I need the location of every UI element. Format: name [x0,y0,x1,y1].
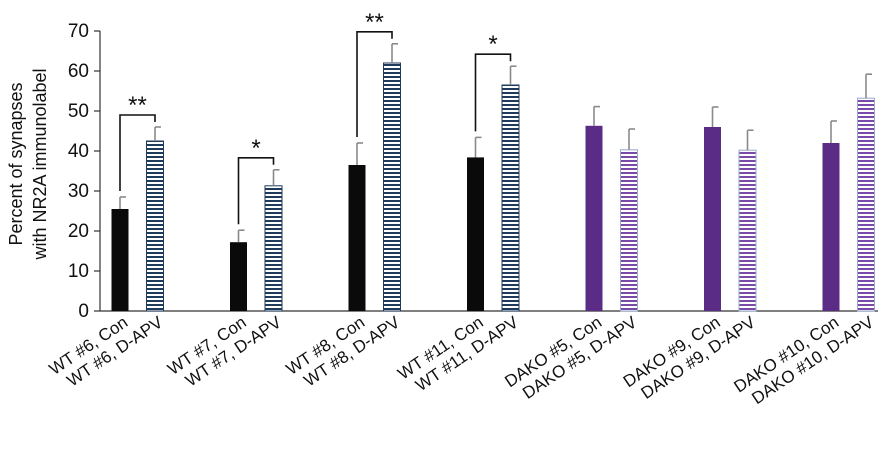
y-tick-label: 40 [68,141,89,162]
bar [704,127,721,311]
y-tick-label: 30 [68,181,89,202]
bar [383,62,401,312]
bar [146,140,164,312]
y-axis-title: Percent of synapses with NR2A immunolabe… [6,68,50,260]
significance-marker: ** [365,9,384,36]
y-tick-label: 0 [78,301,89,322]
bar [348,165,366,311]
y-tick-label: 50 [68,101,89,122]
bar [230,242,247,311]
bar [111,209,129,311]
y-tick-label: 10 [68,261,89,282]
bar [585,125,603,311]
bar [738,149,757,312]
y-axis-title-line-1: Percent of synapses [6,82,26,245]
bar [620,149,638,312]
y-axis: 0 10 20 30 40 50 60 70 [68,21,878,322]
bar [857,97,875,312]
bar [264,185,283,312]
significance-marker: ** [128,92,147,119]
y-tick-label: 70 [68,21,89,42]
y-tick-label: 60 [68,61,89,82]
significance-layer: ****** [119,9,512,225]
significance-bracket [356,30,393,137]
significance-bracket [237,157,275,225]
significance-marker: * [251,135,260,162]
significance-bracket [119,114,156,191]
bars-layer [111,42,875,312]
bar [467,157,484,311]
y-axis-title-line-2: with NR2A immunolabel [30,68,50,260]
significance-bracket [474,53,512,132]
bar [501,84,520,312]
bar [822,143,840,311]
y-tick-label: 20 [68,221,89,242]
significance-marker: * [488,31,497,58]
